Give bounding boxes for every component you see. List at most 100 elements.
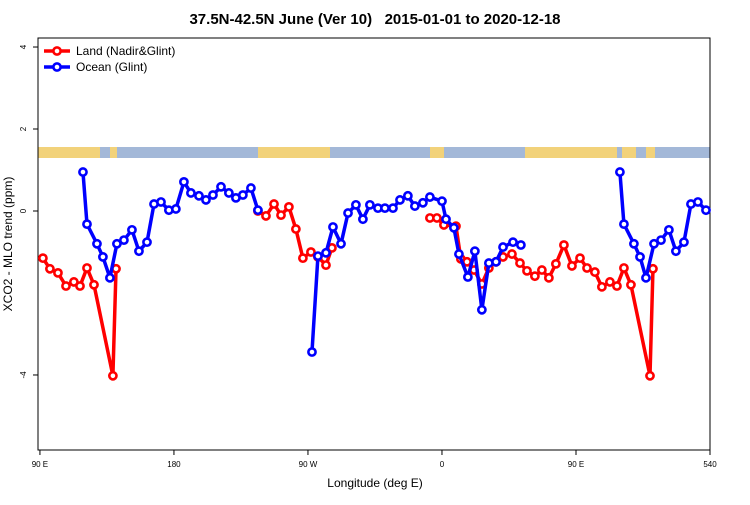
data-point (649, 238, 659, 249)
data-point (619, 219, 629, 230)
data-point (605, 277, 615, 287)
data-point (321, 260, 331, 271)
data-point (507, 249, 517, 259)
data-point (253, 205, 263, 216)
ocean-strip (38, 147, 710, 158)
data-point (170, 204, 181, 214)
data-point (559, 240, 569, 250)
y-tick-label: 0 (19, 208, 28, 213)
data-point (82, 219, 92, 230)
data-point (53, 268, 63, 278)
data-point (582, 263, 592, 273)
map-strip (38, 147, 710, 158)
data-point (693, 197, 703, 207)
land-strip (525, 147, 617, 158)
data-point (671, 246, 681, 257)
data-point (395, 195, 405, 205)
data-point (522, 265, 532, 276)
data-point (119, 235, 129, 246)
data-point (629, 238, 639, 249)
data-point (142, 237, 152, 248)
plot-area (38, 38, 710, 450)
data-point (306, 247, 316, 257)
data-point (589, 267, 600, 277)
legend-label: Land (Nadir&Glint) (76, 44, 175, 58)
data-point (194, 190, 204, 201)
data-point (402, 190, 413, 201)
y-tick-label: 2 (19, 126, 28, 131)
data-point (107, 370, 118, 381)
data-point (291, 224, 301, 234)
data-point (575, 253, 585, 264)
x-tick-label: 180 (167, 460, 181, 469)
data-point (261, 211, 271, 221)
data-point (134, 246, 144, 257)
data-point (462, 272, 473, 282)
plot-frame (37, 37, 711, 451)
data-point (635, 252, 645, 262)
x-tick-label: 90 E (32, 460, 48, 469)
data-point (179, 176, 189, 187)
data-point (529, 271, 540, 282)
data-point (269, 199, 279, 209)
y-tick-label: -4 (19, 371, 28, 379)
data-point (641, 272, 651, 283)
data-point (208, 190, 218, 200)
data-point (75, 281, 85, 291)
data-point (201, 195, 211, 205)
data-point (679, 237, 689, 248)
data-point (223, 188, 234, 198)
data-point (498, 242, 508, 252)
data-point (515, 240, 526, 250)
data-point (469, 246, 480, 257)
data-point (246, 183, 256, 193)
data-point (567, 261, 577, 271)
data-point (448, 222, 459, 233)
land-strip (110, 147, 117, 158)
x-axis-label: Longitude (deg E) (327, 476, 422, 490)
data-point (418, 197, 428, 208)
data-point (437, 196, 447, 207)
land-strip (430, 147, 444, 158)
y-tick-label: 4 (19, 44, 28, 49)
data-point (508, 237, 518, 248)
data-point (543, 272, 554, 283)
legend-marker (52, 62, 62, 72)
data-point (615, 167, 625, 177)
data-point (701, 205, 711, 216)
data-point (98, 252, 108, 262)
x-tick-label: 540 (703, 460, 717, 469)
legend-label: Ocean (Glint) (76, 60, 147, 74)
data-point (216, 181, 226, 192)
data-point (313, 251, 323, 261)
data-point (351, 199, 361, 210)
data-point (82, 263, 92, 273)
x-tick-label: 90 E (568, 460, 584, 469)
data-point (92, 238, 102, 249)
data-point (491, 256, 501, 267)
data-point (454, 249, 464, 259)
data-point (45, 263, 55, 274)
land-strip (622, 147, 636, 158)
land-strip (38, 147, 100, 158)
data-point (432, 213, 442, 223)
data-point (656, 235, 666, 246)
data-point (156, 197, 166, 207)
data-point (645, 370, 655, 381)
data-point (441, 214, 451, 225)
data-point (307, 347, 317, 357)
data-point (284, 201, 294, 212)
data-point (237, 190, 248, 200)
data-point (380, 203, 390, 214)
x-tick-label: 0 (440, 460, 445, 469)
data-point (186, 188, 196, 198)
data-point (38, 253, 48, 264)
data-point (127, 224, 137, 235)
data-point (105, 272, 115, 283)
data-point (78, 167, 88, 177)
data-point (619, 263, 629, 273)
data-point (89, 279, 99, 290)
data-point (328, 222, 338, 232)
x-tick-label: 90 W (299, 460, 318, 469)
